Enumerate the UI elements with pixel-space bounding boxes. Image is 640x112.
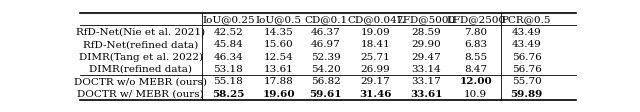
Text: 54.20: 54.20 bbox=[311, 64, 340, 73]
Text: DOCTR w/o MEBR (ours): DOCTR w/o MEBR (ours) bbox=[74, 77, 207, 86]
Text: 59.61: 59.61 bbox=[310, 89, 342, 98]
Text: 33.17: 33.17 bbox=[412, 77, 441, 86]
Text: CD@0.1: CD@0.1 bbox=[304, 15, 348, 24]
Text: 46.34: 46.34 bbox=[213, 52, 243, 61]
Text: 45.84: 45.84 bbox=[213, 40, 243, 49]
Text: 7.80: 7.80 bbox=[464, 27, 488, 36]
Text: 12.54: 12.54 bbox=[264, 52, 294, 61]
Text: 46.97: 46.97 bbox=[311, 40, 340, 49]
Text: 31.46: 31.46 bbox=[359, 89, 392, 98]
Text: 28.59: 28.59 bbox=[412, 27, 441, 36]
Text: 56.76: 56.76 bbox=[512, 64, 541, 73]
Text: 10.9: 10.9 bbox=[464, 89, 488, 98]
Text: 15.60: 15.60 bbox=[264, 40, 294, 49]
Text: LFD@2500: LFD@2500 bbox=[446, 15, 506, 24]
Text: 42.52: 42.52 bbox=[213, 27, 243, 36]
Text: 17.88: 17.88 bbox=[264, 77, 294, 86]
Text: 53.18: 53.18 bbox=[213, 64, 243, 73]
Text: 6.83: 6.83 bbox=[464, 40, 488, 49]
Text: 12.00: 12.00 bbox=[460, 77, 492, 86]
Text: 14.35: 14.35 bbox=[264, 27, 294, 36]
Text: 29.17: 29.17 bbox=[360, 77, 390, 86]
Text: 46.37: 46.37 bbox=[311, 27, 340, 36]
Text: 55.70: 55.70 bbox=[512, 77, 541, 86]
Text: IoU@0.5: IoU@0.5 bbox=[255, 15, 301, 24]
Text: DOCTR w/ MEBR (ours): DOCTR w/ MEBR (ours) bbox=[77, 89, 204, 98]
Text: LFD@5000: LFD@5000 bbox=[397, 15, 456, 24]
Text: 19.09: 19.09 bbox=[360, 27, 390, 36]
Text: 25.71: 25.71 bbox=[360, 52, 390, 61]
Text: 58.25: 58.25 bbox=[212, 89, 244, 98]
Text: 33.14: 33.14 bbox=[412, 64, 441, 73]
Text: 29.47: 29.47 bbox=[412, 52, 441, 61]
Text: IoU@0.25: IoU@0.25 bbox=[202, 15, 255, 24]
Text: DIMR(Tang et al. 2022): DIMR(Tang et al. 2022) bbox=[79, 52, 203, 61]
Text: 43.49: 43.49 bbox=[512, 40, 541, 49]
Text: DIMR(refined data): DIMR(refined data) bbox=[89, 64, 192, 73]
Text: 8.47: 8.47 bbox=[464, 64, 488, 73]
Text: 13.61: 13.61 bbox=[264, 64, 294, 73]
Text: 19.60: 19.60 bbox=[262, 89, 295, 98]
Text: 33.61: 33.61 bbox=[410, 89, 442, 98]
Text: 43.49: 43.49 bbox=[512, 27, 541, 36]
Text: CD@0.047: CD@0.047 bbox=[347, 15, 404, 24]
Text: 18.41: 18.41 bbox=[360, 40, 390, 49]
Text: 8.55: 8.55 bbox=[464, 52, 488, 61]
Text: 52.39: 52.39 bbox=[311, 52, 340, 61]
Text: RfD-Net(refined data): RfD-Net(refined data) bbox=[83, 40, 198, 49]
Text: PCR@0.5: PCR@0.5 bbox=[502, 15, 552, 24]
Text: 56.82: 56.82 bbox=[311, 77, 340, 86]
Text: 55.18: 55.18 bbox=[213, 77, 243, 86]
Text: 56.76: 56.76 bbox=[512, 52, 541, 61]
Text: 59.89: 59.89 bbox=[511, 89, 543, 98]
Text: RfD-Net(Nie et al. 2021): RfD-Net(Nie et al. 2021) bbox=[76, 27, 205, 36]
Text: 26.99: 26.99 bbox=[360, 64, 390, 73]
Text: 29.90: 29.90 bbox=[412, 40, 441, 49]
